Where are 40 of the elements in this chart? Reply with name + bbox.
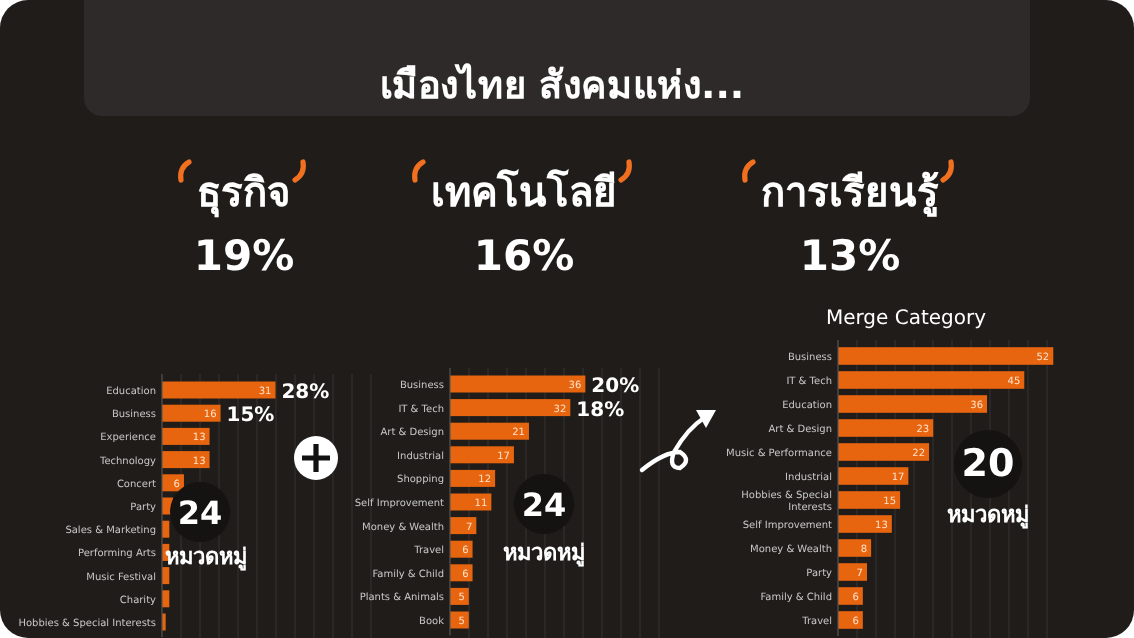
- bar: [162, 381, 276, 399]
- annotation: หมวดหมู่: [165, 544, 247, 572]
- text: เทคโนโลยี: [431, 168, 617, 216]
- bar: [450, 446, 514, 464]
- bar: [838, 563, 867, 581]
- bar: [838, 491, 901, 509]
- annotation: 15%: [226, 405, 275, 428]
- bar: [838, 395, 988, 413]
- bar: [838, 371, 1025, 389]
- bar: [450, 375, 586, 393]
- bar: [838, 539, 872, 557]
- bar: [838, 611, 863, 629]
- annotation: หมวดหมู่: [503, 540, 585, 568]
- chart-title: Merge Category: [825, 308, 987, 330]
- text: 16%: [473, 232, 575, 280]
- bar: [838, 443, 930, 461]
- bar: [450, 422, 529, 440]
- annotation: หมวดหมู่: [947, 502, 1029, 530]
- annotation: 20: [961, 442, 1015, 486]
- text: 13%: [799, 232, 901, 280]
- text: 19%: [193, 232, 295, 280]
- bar: [450, 469, 496, 487]
- bar: [838, 347, 1054, 365]
- bar: [162, 404, 221, 422]
- annotation: 24: [521, 486, 567, 524]
- bar: [162, 427, 210, 445]
- annotation: 28%: [281, 382, 330, 404]
- bar: [162, 451, 210, 469]
- bar: [450, 493, 492, 511]
- bar: [450, 399, 571, 417]
- bar: [838, 419, 934, 437]
- bar: [838, 467, 909, 485]
- annotation: 20%: [591, 376, 640, 398]
- text: การเรียนรู้: [761, 168, 939, 220]
- text: เมืองไทย สังคมแห่ง...: [379, 62, 745, 108]
- bar: [838, 587, 863, 605]
- annotation: 18%: [576, 399, 625, 422]
- annotation: 24: [177, 494, 223, 532]
- text: ธุรกิจ: [197, 168, 291, 218]
- bar: [838, 515, 892, 533]
